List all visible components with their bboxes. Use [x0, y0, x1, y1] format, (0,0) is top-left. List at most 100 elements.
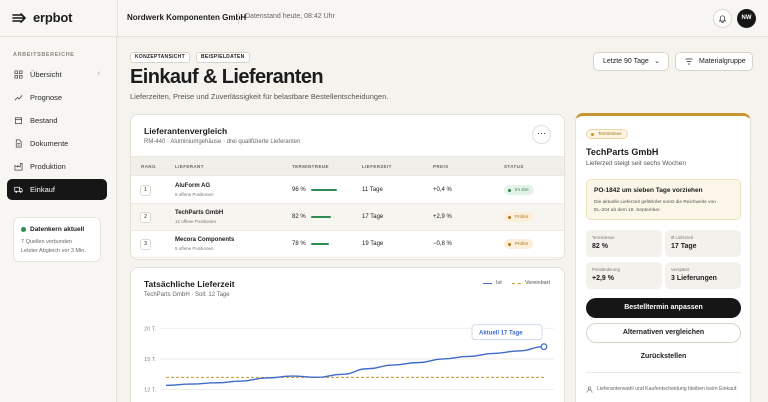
- kpi-value: 82 %: [592, 243, 608, 250]
- legend-actual-label: Ist: [496, 280, 502, 286]
- footnote-text: Lieferantenwahl und Kaufentscheidung ble…: [597, 386, 738, 392]
- box-icon: [14, 117, 23, 125]
- sidebar-item-prognose[interactable]: Prognose: [7, 87, 107, 108]
- date-range-label: Letzte 90 Tage: [603, 58, 649, 65]
- legend-target-label: Vereinbart: [525, 280, 551, 286]
- material-group-label: Materialgruppe: [699, 58, 746, 65]
- supplier-detail-panel: Termintreue TechParts GmbH Lieferzeit st…: [575, 113, 751, 402]
- page-title: Einkauf & Lieferanten: [130, 66, 324, 88]
- kpi-label: Ø Lieferzeit: [671, 235, 693, 240]
- supplier-positions: 8 offene Positionen: [175, 192, 214, 197]
- avatar[interactable]: NW: [737, 9, 756, 28]
- status-title: Datenkern aktuell: [21, 226, 84, 233]
- detail-title: TechParts GmbH: [586, 147, 659, 157]
- truck-icon: [14, 186, 23, 193]
- more-options-button[interactable]: ···: [532, 125, 551, 144]
- postpone-button[interactable]: Zurückstellen: [640, 353, 687, 360]
- bell-icon: [718, 15, 727, 23]
- sidebar-item-label: Prognose: [30, 93, 63, 102]
- filter-icon: [685, 58, 693, 65]
- supplier-name: TechParts GmbH: [175, 210, 224, 216]
- legend-line-icon: [483, 282, 492, 284]
- data-status-card: Datenkern aktuell 7 Quellen verbunden Le…: [13, 217, 101, 262]
- supplier-panel-title: Lieferantenvergleich: [144, 126, 228, 136]
- kpi-label: Termintreue: [592, 235, 615, 240]
- page-subtitle: Lieferzeiten, Preise und Zuverlässigkeit…: [130, 92, 389, 101]
- document-icon: [15, 139, 22, 148]
- sidebar-item-uebersicht[interactable]: Übersicht ‹: [7, 64, 107, 85]
- status-last-sync: Letzter Abgleich vor 3 Min.: [21, 248, 86, 254]
- chevron-down-icon: ⌄: [654, 58, 660, 65]
- table-header: RANG LIEFERANT TERMINTREUE LIEFERZEIT PR…: [131, 156, 564, 176]
- chart-subtitle: TechParts GmbH · Soll: 12 Tage: [144, 292, 230, 298]
- column-header[interactable]: LIEFERZEIT: [362, 164, 392, 169]
- data-point-current[interactable]: [540, 343, 548, 351]
- kpi-label: Preisänderung: [592, 267, 620, 272]
- grid-icon: [14, 70, 23, 79]
- lead-time-value: 17 Tage: [362, 214, 384, 220]
- recommendation-alert: PO-1842 um sieben Tage vorziehen Die akt…: [586, 179, 741, 220]
- sidebar-item-einkauf[interactable]: Einkauf: [7, 179, 107, 200]
- sidebar-item-bestand[interactable]: Bestand: [7, 110, 107, 131]
- column-header[interactable]: PREIS: [433, 164, 449, 169]
- more-icon: ···: [537, 128, 546, 138]
- notifications-button[interactable]: [713, 9, 732, 28]
- logo-mark-icon: [12, 13, 26, 23]
- supplier-comparison-panel: Lieferantenvergleich RM-440 · Aluminiumg…: [130, 114, 565, 260]
- date-range-select[interactable]: Letzte 90 Tage ⌄: [593, 52, 669, 71]
- supplier-panel-subtitle: RM-440 · Aluminiumgehäuse · drei qualifi…: [144, 139, 301, 145]
- lead-time-value: 11 Tage: [362, 187, 383, 193]
- company-name[interactable]: Nordwerk Komponenten GmbH: [127, 13, 247, 22]
- rank-badge: 3: [140, 239, 151, 250]
- reliability-value: 78 %: [292, 241, 306, 247]
- separator: [238, 12, 239, 24]
- material-group-filter-button[interactable]: Materialgruppe: [675, 52, 753, 71]
- status-badge: Prüfen: [504, 239, 534, 249]
- status-dot-icon: [21, 227, 26, 232]
- table-row[interactable]: 2 TechParts GmbH 12 offene Positionen 82…: [131, 204, 564, 231]
- series-line-ist: [165, 345, 545, 387]
- column-header: STATUS: [504, 164, 524, 169]
- sidebar-item-label: Produktion: [30, 162, 66, 171]
- legend-dash-icon: [512, 282, 521, 284]
- supplier-positions: 5 offene Positionen: [175, 246, 214, 251]
- data-timestamp: Datenstand heute, 08:42 Uhr: [245, 13, 335, 20]
- status-badge: Prüfen: [504, 212, 534, 222]
- logo-text: erpbot: [33, 10, 73, 25]
- y-tick-label: 15 T.: [144, 357, 156, 363]
- sidebar: ARBEITSBEREICHE Übersicht ‹ Prognose Bes…: [0, 37, 117, 402]
- status-title-text: Datenkern aktuell: [30, 226, 85, 233]
- sidebar-item-label: Übersicht: [30, 70, 62, 79]
- logo[interactable]: erpbot: [12, 10, 72, 26]
- lead-time-value: 19 Tage: [362, 241, 384, 247]
- reliability-bar: [311, 243, 329, 245]
- kpi-lead-time: Ø Lieferzeit 17 Tage: [665, 230, 741, 257]
- sidebar-section-label: ARBEITSBEREICHE: [13, 52, 75, 58]
- lead-time-chart-panel: Tatsächliche Lieferzeit TechParts GmbH ·…: [130, 267, 565, 402]
- compare-alternatives-button[interactable]: Alternativen vergleichen: [586, 323, 741, 343]
- alert-title: PO-1842 um sieben Tage vorziehen: [594, 187, 703, 194]
- adjust-order-date-button[interactable]: Bestelltermin anpassen: [586, 298, 741, 318]
- table-row[interactable]: 1 AluForm AG 8 offene Positionen 96 % 11…: [131, 177, 564, 204]
- reliability-value: 82 %: [292, 214, 306, 220]
- tag-badge: Termintreue: [586, 129, 628, 139]
- kpi-label: Verspätet: [671, 267, 690, 272]
- detail-subtitle: Lieferzeit steigt seit sechs Wochen: [586, 160, 686, 167]
- column-header: RANG: [141, 164, 156, 169]
- y-tick-label: 12 T.: [144, 388, 156, 394]
- column-header[interactable]: LIEFERANT: [175, 164, 204, 169]
- sidebar-item-produktion[interactable]: Produktion: [7, 156, 107, 177]
- reliability-value: 96 %: [292, 187, 306, 193]
- rank-badge: 1: [140, 185, 151, 196]
- reliability-bar: [311, 216, 331, 218]
- sidebar-item-dokumente[interactable]: Dokumente: [7, 133, 107, 154]
- kpi-reliability: Termintreue 82 %: [586, 230, 662, 257]
- status-badge: Im Ziel: [504, 185, 534, 195]
- table-row[interactable]: 3 Mecora Components 5 offene Positionen …: [131, 231, 564, 258]
- factory-icon: [14, 162, 23, 171]
- column-header[interactable]: TERMINTREUE: [292, 164, 329, 169]
- chart-title: Tatsächliche Lieferzeit: [144, 279, 235, 289]
- status-sources: 7 Quellen verbunden: [21, 239, 73, 245]
- kpi-value: 17 Tage: [671, 243, 697, 250]
